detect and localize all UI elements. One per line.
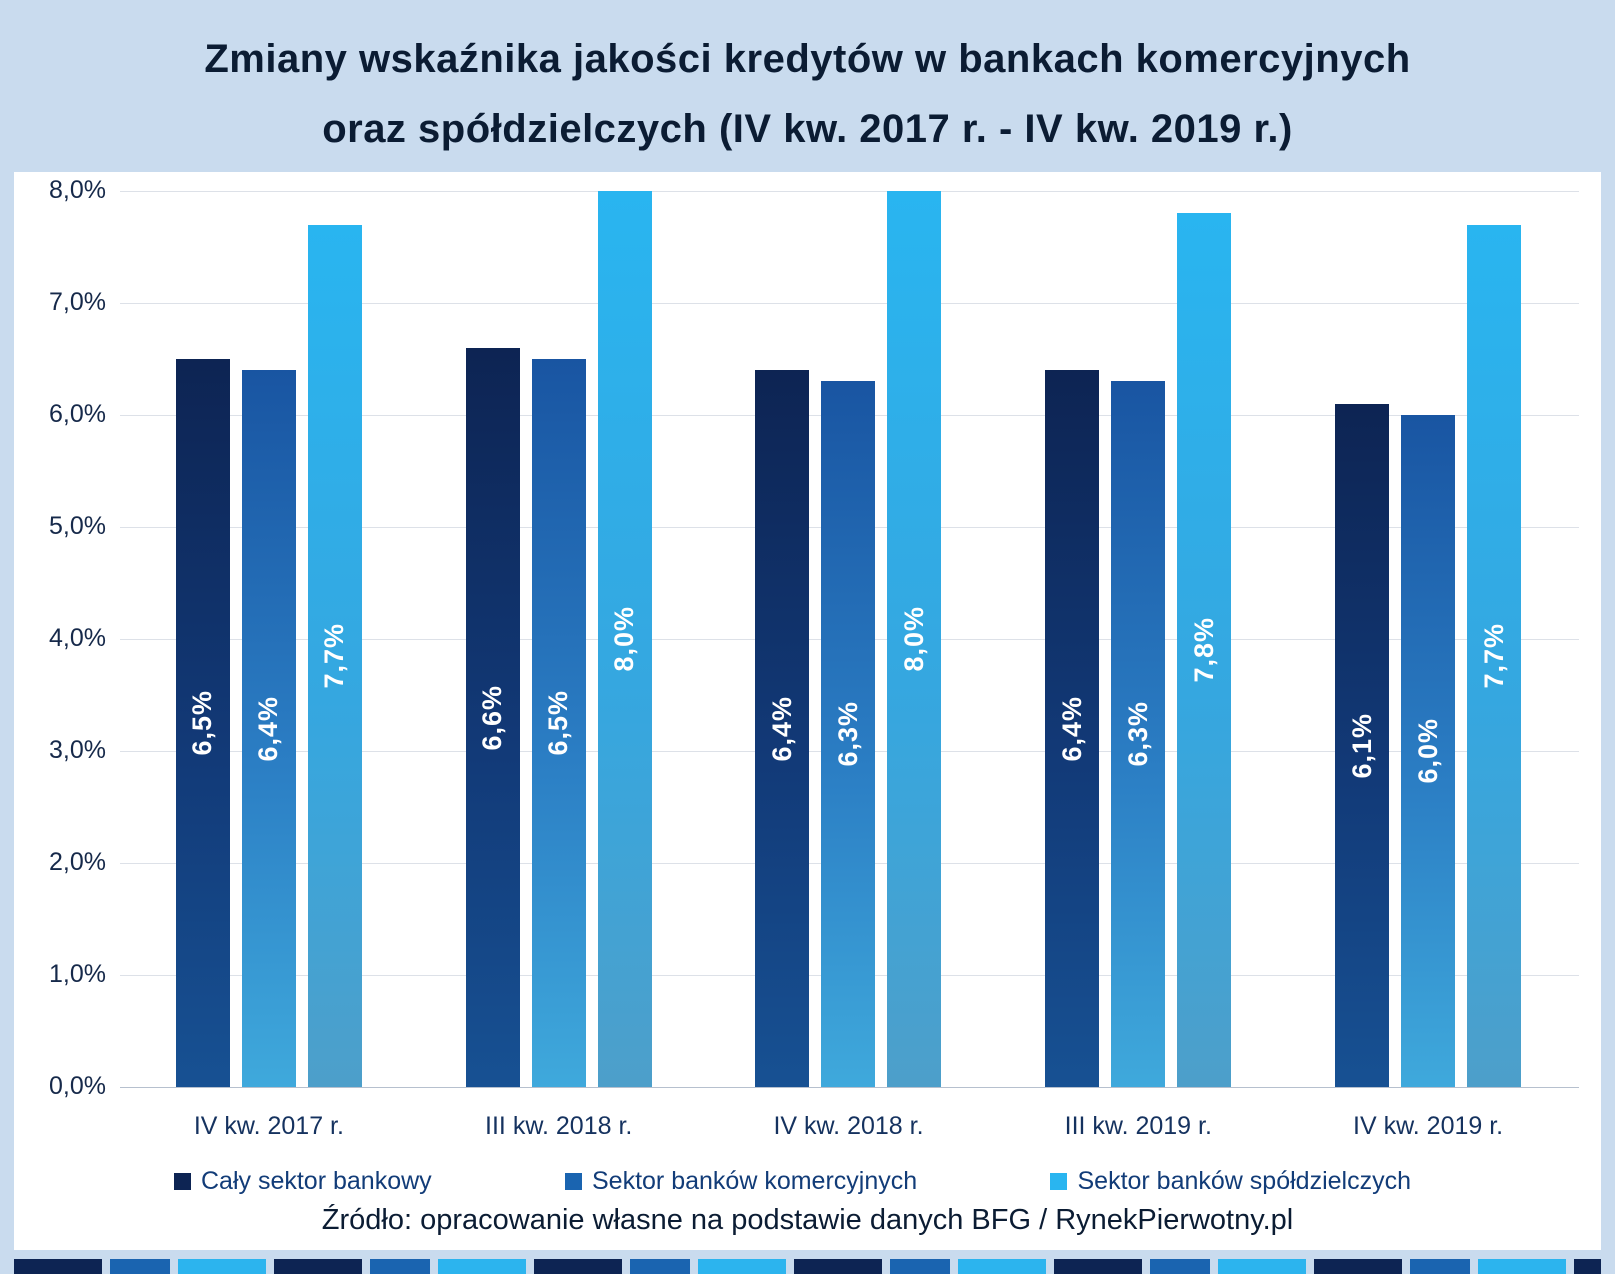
plot-area: 8,0% 7,0% 6,0% 5,0% 4,0% 3,0% 2,0% 1,0% 0,0% 6,5… [14,172,1601,1250]
bar-value-label: 6,3% [1122,701,1153,767]
bar-value-label: 8,0% [898,606,929,672]
y-tick-label: 2,0% [49,848,106,876]
chart-title-line-2: oraz spółdzielczych (IV kw. 2017 r. - IV… [322,107,1293,151]
y-tick-label: 5,0% [49,512,106,540]
bar: 6,3% [1111,381,1166,1087]
bar: 7,7% [307,224,362,1087]
bar-value-label: 6,5% [543,690,574,756]
bar: 6,3% [821,381,876,1087]
x-tick-label: III kw. 2019 r. [1064,1112,1212,1140]
bar-value-label: 6,4% [766,695,797,762]
gridline [120,303,1579,304]
legend: Cały sektor bankowy Sektor banków komercy… [174,1167,1411,1196]
gridline [120,191,1579,192]
legend-item: Sektor banków spółdzielczych [1050,1167,1411,1196]
y-tick-label: 8,0% [49,176,106,204]
bar-value-label: 6,1% [1346,712,1377,779]
bar: 6,4% [755,370,810,1087]
bar: 6,5% [175,359,230,1087]
x-tick-label: III kw. 2018 r. [485,1112,633,1140]
bar: 6,0% [1401,415,1456,1087]
bar-value-label: 7,8% [1188,617,1219,683]
bar: 6,6% [465,347,520,1087]
decorative-bottom-strip [14,1259,1601,1274]
legend-label: Cały sektor bankowy [201,1167,432,1195]
bar-group: 6,5% 6,4% 7,7% [175,224,362,1087]
bar-group: 6,1% 6,0% 7,7% [1335,224,1522,1087]
bar-value-label: 6,0% [1412,718,1443,784]
legend-label: Sektor banków komercyjnych [592,1167,918,1195]
bar-group: 6,4% 6,3% 7,8% [1045,213,1232,1087]
legend-swatch-icon [174,1173,191,1190]
x-tick-label: IV kw. 2019 r. [1353,1112,1504,1140]
bar: 8,0% [597,191,652,1087]
y-tick-label: 0,0% [49,1072,106,1100]
legend-label: Sektor banków spółdzielczych [1077,1167,1411,1195]
bars-row: 6,5% 6,4% 7,7% 6,6% 6,5% 8,0% 6,4% 6,3% 8,0% 6,4%… [124,191,1573,1087]
bar-value-label: 6,5% [187,690,218,756]
bar-value-label: 6,4% [253,695,284,762]
bar: 7,7% [1467,224,1522,1087]
chart-title-line-1: Zmiany wskaźnika jakości kredytów w bank… [204,37,1411,81]
legend-item: Sektor banków komercyjnych [565,1167,917,1196]
x-tick-label: IV kw. 2017 r. [193,1112,344,1140]
legend-item: Cały sektor bankowy [174,1167,432,1196]
bar-value-label: 7,7% [1478,623,1509,689]
bar-value-label: 6,6% [477,684,508,751]
bar: 7,8% [1177,213,1232,1087]
bar-value-label: 8,0% [609,606,640,672]
bar: 8,0% [887,191,942,1087]
y-tick-label: 1,0% [49,960,106,988]
bar-group: 6,4% 6,3% 8,0% [755,191,942,1087]
bar: 6,4% [241,370,296,1087]
legend-swatch-icon [1050,1173,1068,1190]
y-tick-label: 7,0% [49,288,106,316]
bar-group: 6,6% 6,5% 8,0% [465,191,652,1087]
chart-title: Zmiany wskaźnika jakości kredytów w bank… [20,24,1595,164]
y-tick-label: 6,0% [49,400,106,428]
bar-value-label: 7,7% [319,623,350,689]
legend-swatch-icon [565,1173,582,1190]
source-attribution: Źródło: opracowanie własne na podstawie … [321,1204,1294,1236]
y-tick-label: 3,0% [49,736,106,764]
bar: 6,1% [1335,403,1390,1087]
gridline [120,1087,1579,1088]
x-tick-label: IV kw. 2018 r. [773,1112,924,1140]
bar: 6,4% [1045,370,1100,1087]
x-axis-labels: IV kw. 2017 r. III kw. 2018 r. IV kw. 2018… [124,1112,1573,1141]
bar: 6,5% [531,359,586,1087]
bar-value-label: 6,3% [832,701,863,767]
y-tick-label: 4,0% [49,624,106,652]
bar-value-label: 6,4% [1056,695,1087,762]
